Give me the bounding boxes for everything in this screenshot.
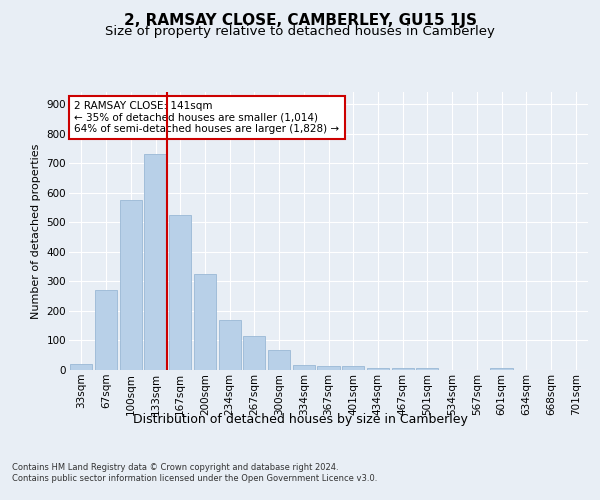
Bar bbox=[243, 336, 265, 370]
Bar bbox=[70, 364, 92, 370]
Text: Contains HM Land Registry data © Crown copyright and database right 2024.: Contains HM Land Registry data © Crown c… bbox=[12, 462, 338, 471]
Bar bbox=[392, 368, 414, 370]
Bar bbox=[490, 368, 512, 370]
Bar bbox=[194, 274, 216, 370]
Y-axis label: Number of detached properties: Number of detached properties bbox=[31, 144, 41, 319]
Text: 2, RAMSAY CLOSE, CAMBERLEY, GU15 1JS: 2, RAMSAY CLOSE, CAMBERLEY, GU15 1JS bbox=[124, 12, 476, 28]
Bar bbox=[416, 368, 439, 370]
Bar bbox=[95, 290, 117, 370]
Bar bbox=[342, 366, 364, 370]
Bar bbox=[367, 368, 389, 370]
Bar bbox=[293, 364, 315, 370]
Bar bbox=[169, 215, 191, 370]
Text: Size of property relative to detached houses in Camberley: Size of property relative to detached ho… bbox=[105, 25, 495, 38]
Text: Contains public sector information licensed under the Open Government Licence v3: Contains public sector information licen… bbox=[12, 474, 377, 483]
Bar bbox=[218, 320, 241, 370]
Bar bbox=[317, 366, 340, 370]
Text: Distribution of detached houses by size in Camberley: Distribution of detached houses by size … bbox=[133, 412, 467, 426]
Bar bbox=[268, 350, 290, 370]
Text: 2 RAMSAY CLOSE: 141sqm
← 35% of detached houses are smaller (1,014)
64% of semi-: 2 RAMSAY CLOSE: 141sqm ← 35% of detached… bbox=[74, 101, 340, 134]
Bar bbox=[119, 200, 142, 370]
Bar bbox=[145, 154, 167, 370]
